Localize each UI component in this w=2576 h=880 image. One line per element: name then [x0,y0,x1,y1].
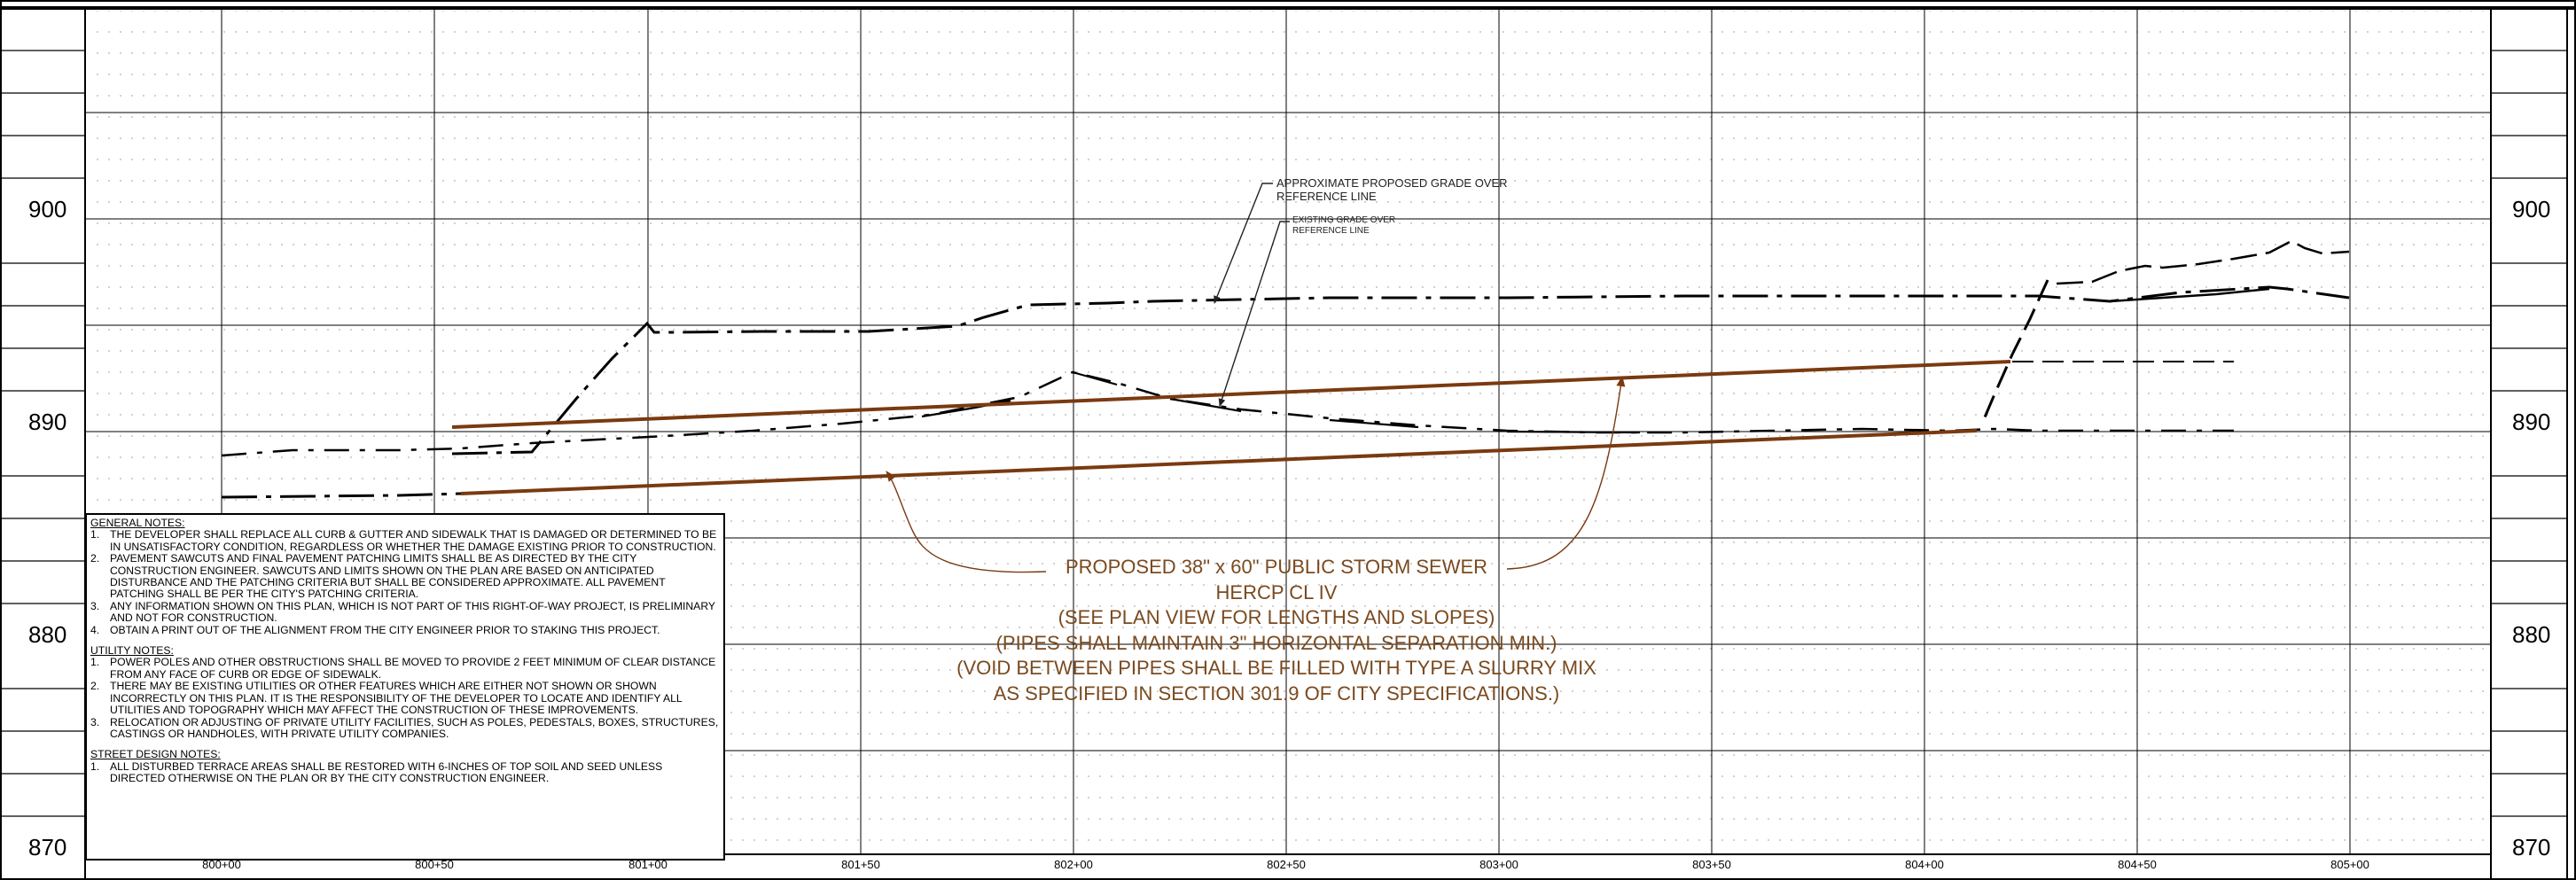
callout-proposed-leader [1214,183,1273,304]
station-label: 802+00 [1054,858,1093,871]
callout-line: REFERENCE LINE [1292,225,1370,236]
utility-note-item: 1. POWER POLES AND OTHER OBSTRUCTIONS SHA… [90,656,716,681]
station-label: 803+00 [1479,858,1518,871]
callout-line: REFERENCE LINE [1276,189,1377,203]
callout-line: APPROXIMATE PROPOSED GRADE OVER [1276,176,1508,190]
notes-box: GENERAL NOTES: 1. THE DEVELOPER SHALL REP… [85,513,725,861]
elevation-label-left-870: 870 [28,834,67,861]
left-side-ticks [0,50,85,817]
utility-note-item: 3. RELOCATION OR ADJUSTING OF PRIVATE UTI… [90,715,719,740]
station-label: 805+00 [2330,858,2369,871]
callout-existing-leader [1218,221,1290,407]
sewer-label-line: (VOID BETWEEN PIPES SHALL BE FILLED WITH… [956,657,1596,679]
sewer-label-line: HERCP CL IV [1215,580,1338,604]
elevation-label-left-880: 880 [28,621,67,648]
proposed-grade-upper-solid [2109,287,2270,303]
sewer-leader-right [1506,376,1626,570]
pipe-bottom-line [460,429,1978,495]
callout-existing-grade: EXISTING GRADE OVER REFERENCE LINE [1292,215,1395,236]
general-note-item: 3. ANY INFORMATION SHOWN ON THIS PLAN, WH… [90,599,715,625]
existing-grade-lower [221,492,462,499]
callout-proposed-grade: APPROXIMATE PROPOSED GRADE OVER REFERENC… [1276,176,1508,204]
station-label: 800+00 [202,858,241,871]
sewer-label-line: (SEE PLAN VIEW FOR LENGTHS AND SLOPES) [1058,606,1495,628]
elevation-label-right-880: 880 [2512,621,2551,648]
elevation-label-left-900: 900 [28,196,67,222]
station-label: 802+50 [1267,858,1306,871]
station-label: 804+50 [2118,858,2157,871]
utility-notes-heading: UTILITY NOTES: [90,644,174,658]
proposed-grade-line-upper [2056,239,2350,285]
proposed-grade-drop [1980,279,2049,424]
elevation-label-left-890: 890 [28,409,67,435]
sewer-label-line: AS SPECIFIED IN SECTION 301.9 OF CITY SP… [993,681,1560,705]
general-note-item: 1. THE DEVELOPER SHALL REPLACE ALL CURB &… [90,528,717,553]
sewer-label-line: (PIPES SHALL MAINTAIN 3" HORIZONTAL SEPA… [995,631,1557,654]
callout-line: EXISTING GRADE OVER [1292,215,1396,225]
elevation-label-right-900: 900 [2512,196,2551,222]
general-note-item: 4. OBTAIN A PRINT OUT OF THE ALIGNMENT FR… [90,623,660,636]
general-note-item: 2. PAVEMENT SAWCUTS AND FINAL PAVEMENT PA… [90,552,666,601]
storm-sewer-label: PROPOSED 38" x 60" PUBLIC STORM SEWER HE… [886,555,1667,706]
sewer-label-line: PROPOSED 38" x 60" PUBLIC STORM SEWER [1065,556,1488,578]
elevation-label-right-890: 890 [2512,409,2551,435]
right-side-ticks [2491,50,2567,817]
street-note-item: 1. ALL DISTURBED TERRACE AREAS SHALL BE R… [90,759,663,785]
station-label: 801+50 [841,858,880,871]
street-design-notes-heading: STREET DESIGN NOTES: [90,748,221,761]
station-label: 801+00 [628,858,667,871]
station-label: 803+50 [1692,858,1731,871]
station-label: 804+00 [1905,858,1944,871]
sewer-leader-left [886,471,1047,573]
existing-grade-solid-segments [921,370,1641,434]
elevation-label-right-870: 870 [2512,834,2551,861]
station-label: 800+50 [415,858,454,871]
general-notes-heading: GENERAL NOTES: [90,517,185,529]
vertical-grid [221,8,2351,854]
pipe-top-line [451,360,2011,429]
utility-note-item: 2. THERE MAY BE EXISTING UTILITIES OR OTH… [90,680,683,717]
